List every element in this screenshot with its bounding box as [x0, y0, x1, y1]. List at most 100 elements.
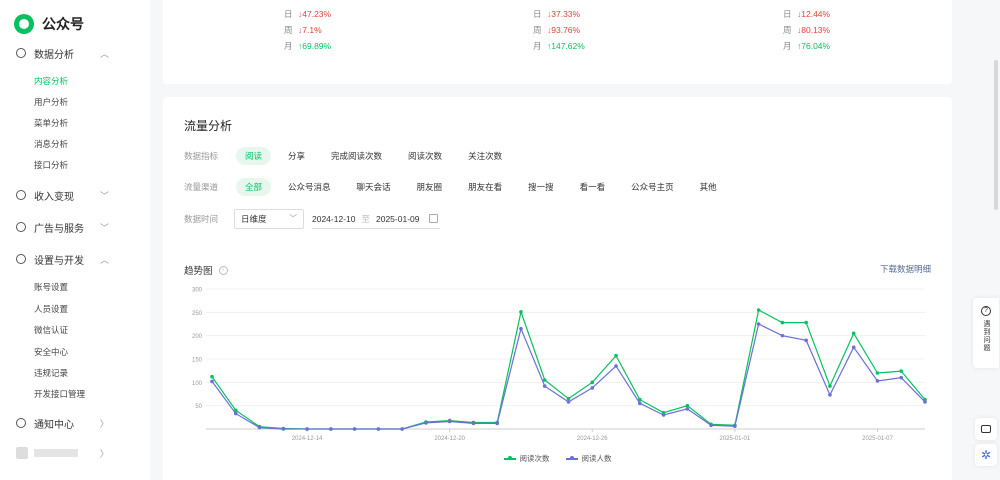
nav-group-notifications[interactable]: 通知中心 ﹀ — [0, 412, 150, 434]
date-range-picker[interactable]: 2024-12-10 至 2025-01-09 — [312, 209, 440, 229]
metric-chip-share[interactable]: 分享 — [288, 151, 306, 161]
app-name: 公众号 — [42, 16, 84, 32]
date-end[interactable]: 2025-01-09 — [376, 213, 420, 224]
sidebar-item-menu-analysis[interactable]: 菜单分析 — [34, 118, 69, 128]
series-point-1 — [733, 424, 737, 428]
sidebar-item-security[interactable]: 安全中心 — [34, 347, 69, 357]
series-point-1 — [899, 375, 904, 380]
sidebar-item-user-analysis[interactable]: 用户分析 — [34, 97, 69, 107]
channel-chip-friends-viewing[interactable]: 朋友在看 — [468, 182, 503, 192]
stat-col2-day: 日 ↓37.33% — [533, 9, 581, 19]
channel-chip-other[interactable]: 其他 — [699, 182, 717, 192]
chart-icon — [16, 48, 26, 58]
channel-chip-homepage[interactable]: 公众号主页 — [631, 182, 674, 192]
y-tick-label: 200 — [192, 334, 203, 340]
nav-group-monetization[interactable]: 收入变现 ﹀ — [0, 184, 150, 206]
sidebar-item-violations[interactable]: 违规记录 — [34, 368, 69, 378]
date-separator: 至 — [361, 213, 370, 224]
sidebar-item-message-analysis[interactable]: 消息分析 — [34, 139, 69, 149]
channel-chip-messages[interactable]: 公众号消息 — [288, 182, 331, 192]
y-tick-label: 300 — [192, 288, 203, 294]
stat-col3-month: 月 ↑76.04% — [783, 41, 831, 51]
x-tick-label: 2025-01-07 — [862, 436, 893, 442]
series-point-0 — [519, 310, 523, 314]
series-point-1 — [685, 407, 690, 411]
metric-chip-read[interactable]: 阅读 — [236, 147, 272, 165]
series-point-1 — [329, 427, 333, 431]
sidebar-item-account-settings[interactable]: 账号设置 — [34, 282, 69, 292]
x-tick-label: 2025-01-01 — [720, 436, 751, 442]
logo-icon — [14, 14, 34, 34]
legend-item-1[interactable]: 阅读人数 — [565, 453, 612, 464]
channel-chip-moments[interactable]: 朋友圈 — [416, 182, 443, 192]
series-point-1 — [471, 421, 476, 426]
chevron-right-icon: ﹀ — [100, 448, 111, 458]
metric-chip-follow[interactable]: 关注次数 — [468, 151, 503, 161]
summary-card: 日 ↓47.23% 周 ↓7.1% 月 ↑69.89% 日 ↓37.33% 周 ↓93.7… — [163, 0, 952, 84]
nav-group-data-analysis[interactable]: 数据分析 ︿ — [0, 42, 150, 64]
series-point-0 — [566, 396, 571, 401]
series-line-1 — [211, 323, 926, 430]
download-data-link[interactable]: 下载数据明细 — [879, 264, 931, 274]
sidebar-item-staff-settings[interactable]: 人员设置 — [34, 304, 69, 314]
granularity-select[interactable]: 日维度 ﹀ — [234, 209, 304, 229]
calendar-icon[interactable] — [429, 214, 438, 223]
series-point-1 — [828, 393, 832, 397]
stat-col1-week: 周 ↓7.1% — [284, 25, 322, 35]
sidebar-item-interface-analysis[interactable]: 接口分析 — [34, 160, 69, 170]
stat-col1-day: 日 ↓47.23% — [284, 9, 332, 19]
sidebar-item-content-analysis[interactable]: 内容分析 — [34, 76, 69, 86]
date-start[interactable]: 2024-12-10 — [312, 213, 356, 224]
series-point-1 — [376, 427, 381, 431]
legend-swatch — [503, 455, 516, 460]
series-point-0 — [756, 308, 761, 312]
x-tick-label: 2024-12-14 — [292, 436, 323, 442]
series-point-0 — [685, 403, 690, 408]
series-point-1 — [638, 401, 642, 406]
series-line-0 — [211, 309, 926, 430]
nav-group-settings[interactable]: 设置与开发 ︿ — [0, 248, 150, 270]
sidebar-item-verification[interactable]: 微信认证 — [34, 325, 69, 335]
series-point-1 — [257, 425, 262, 430]
message-float-button[interactable] — [975, 418, 997, 440]
series-point-1 — [614, 364, 618, 368]
channel-chip-chat[interactable]: 聊天会话 — [356, 182, 391, 192]
channel-chip-look[interactable]: 看一看 — [579, 182, 606, 192]
series-point-1 — [542, 384, 547, 388]
channel-chip-all[interactable]: 全部 — [236, 178, 272, 196]
chevron-right-icon: ﹀ — [100, 418, 111, 428]
series-point-1 — [756, 322, 761, 326]
app-logo[interactable]: 公众号 — [14, 13, 84, 35]
series-point-1 — [400, 427, 404, 431]
series-point-0 — [875, 371, 880, 375]
y-tick-label: 100 — [192, 381, 203, 387]
help-label: 遇到问题 — [983, 320, 990, 352]
trend-chart: 50 100 150 200 250 300 2024-12-14 2024-12-20 202… — [192, 288, 927, 442]
stat-col3-week: 周 ↓80.13% — [783, 25, 831, 35]
assistant-float-button[interactable]: ✲ — [975, 444, 997, 466]
series-point-1 — [923, 400, 927, 404]
account-switcher[interactable]: ﹀ — [0, 442, 150, 464]
series-point-1 — [352, 427, 357, 431]
nav-group-ads[interactable]: 广告与服务 ﹀ — [0, 216, 150, 238]
series-point-1 — [447, 419, 452, 424]
series-point-1 — [804, 338, 808, 343]
metric-chip-read-count[interactable]: 阅读次数 — [408, 151, 443, 161]
series-point-1 — [305, 427, 309, 431]
series-point-1 — [661, 413, 666, 417]
x-tick-label: 2024-12-20 — [434, 436, 465, 442]
nav-group-label: 收入变现 — [34, 191, 74, 203]
series-point-0 — [614, 353, 618, 358]
info-icon[interactable]: i — [218, 265, 228, 275]
nav-group-label: 数据分析 — [34, 49, 74, 61]
series-point-1 — [709, 423, 713, 428]
scrollbar[interactable] — [994, 60, 998, 210]
metric-chip-finish-read[interactable]: 完成阅读次数 — [331, 151, 383, 161]
channel-chip-search[interactable]: 搜一搜 — [528, 182, 554, 192]
sidebar-item-dev-interface[interactable]: 开发接口管理 — [34, 389, 86, 399]
stat-col3-day: 日 ↓12.44% — [783, 9, 831, 19]
help-center-button[interactable]: ? 遇到问题 — [973, 298, 999, 368]
y-tick-label: 250 — [192, 311, 203, 317]
sparkle-icon: ✲ — [980, 448, 992, 462]
legend-item-0[interactable]: 阅读次数 — [503, 453, 550, 464]
